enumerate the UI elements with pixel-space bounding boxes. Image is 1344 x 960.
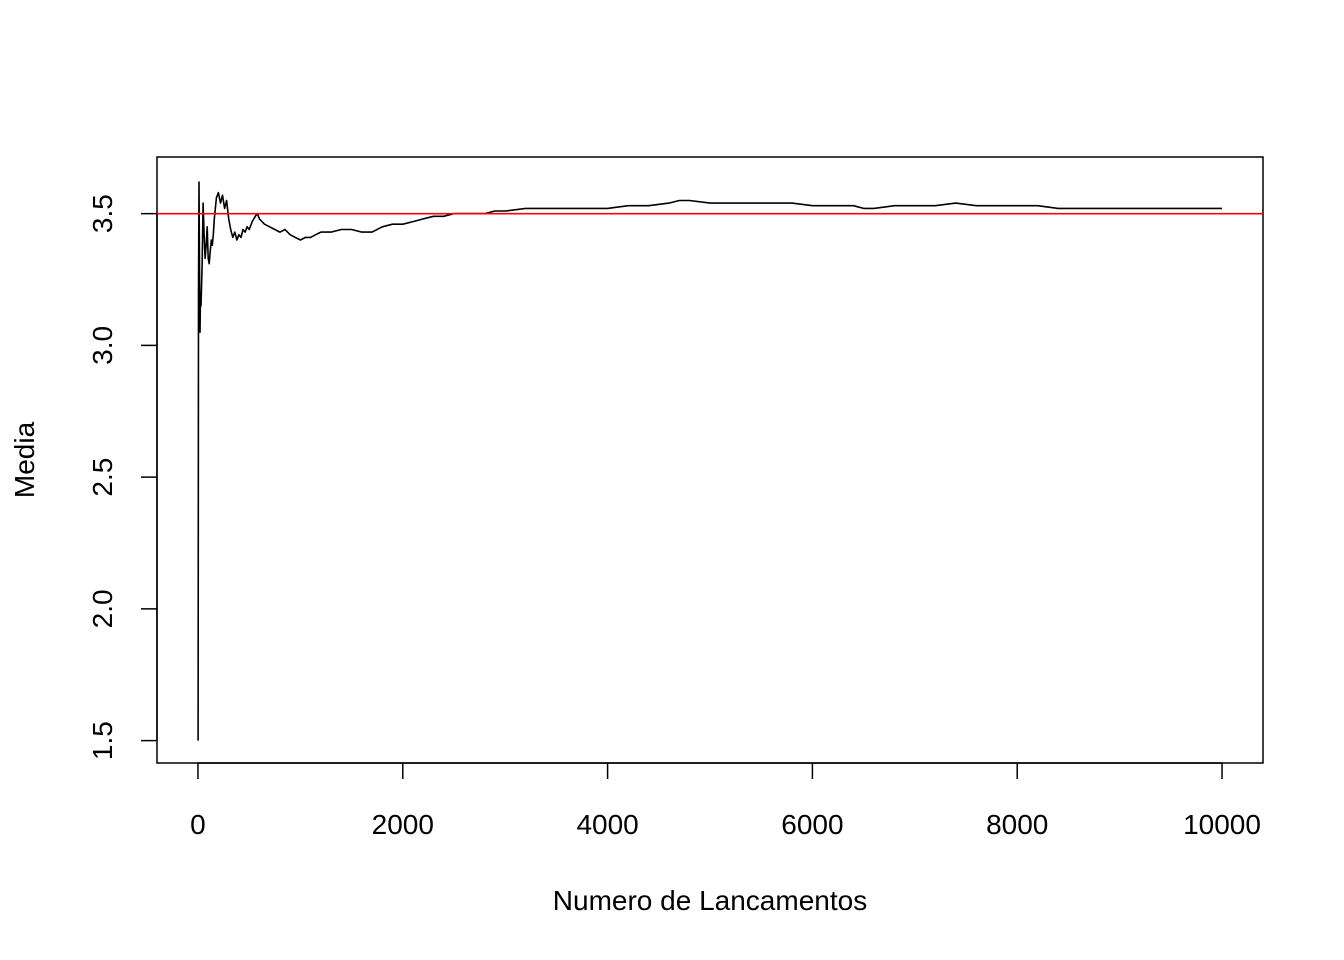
y-axis-label: Media xyxy=(9,421,40,498)
y-tick-label: 2.0 xyxy=(87,589,118,628)
x-tick-label: 10000 xyxy=(1183,809,1261,840)
x-tick-label: 2000 xyxy=(372,809,434,840)
series-line xyxy=(197,181,1222,741)
y-tick-label: 2.5 xyxy=(87,458,118,497)
x-tick-label: 4000 xyxy=(576,809,638,840)
y-tick-label: 3.5 xyxy=(87,194,118,233)
plot-frame xyxy=(156,156,1264,764)
x-tick-label: 6000 xyxy=(781,809,843,840)
y-tick-label: 1.5 xyxy=(87,721,118,760)
x-axis-label: Numero de Lancamentos xyxy=(553,885,867,916)
y-tick-label: 3.0 xyxy=(87,326,118,365)
x-axis: 0 2000 4000 6000 8000 10000 xyxy=(190,762,1261,840)
series-layer xyxy=(197,181,1222,741)
x-tick-label: 8000 xyxy=(986,809,1048,840)
x-tick-label: 0 xyxy=(190,809,206,840)
y-axis: 1.5 2.0 2.5 3.0 3.5 xyxy=(87,194,158,760)
